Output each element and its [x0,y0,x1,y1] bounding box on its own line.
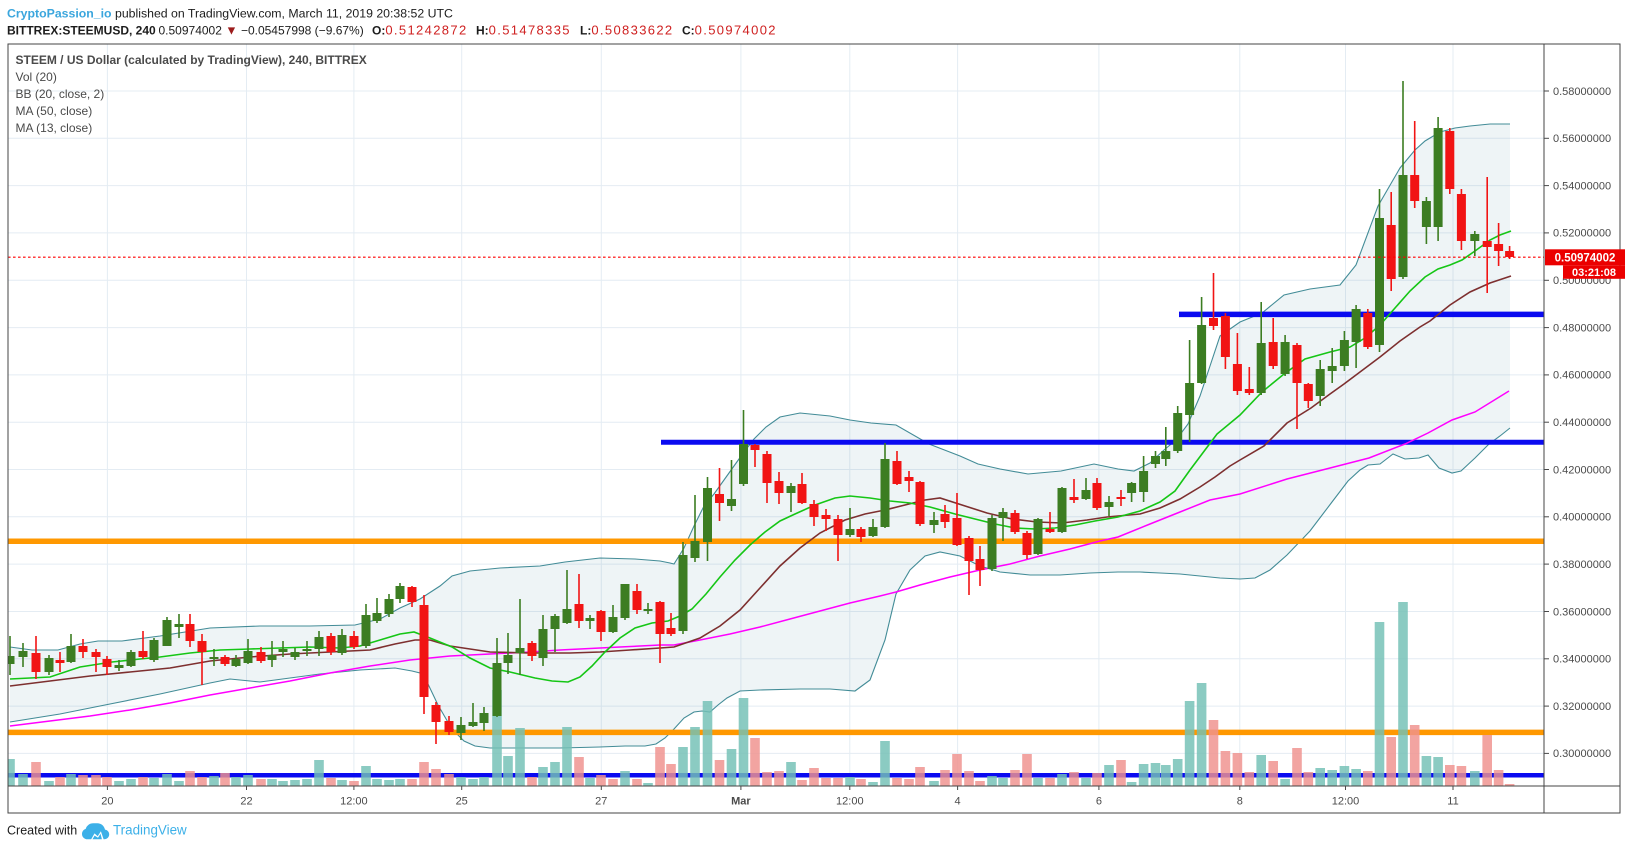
svg-text:12:00: 12:00 [836,796,864,808]
svg-text:0.50974002 ▼ −0.05457998 (−9.6: 0.50974002 ▼ −0.05457998 (−9.67%) [159,24,364,38]
svg-text:0.30000000: 0.30000000 [1553,748,1611,760]
svg-text:TradingView: TradingView [113,823,187,838]
svg-text:MA (50, close): MA (50, close) [16,104,93,118]
svg-text:Vol (20): Vol (20) [16,70,57,84]
svg-text:22: 22 [240,796,252,808]
svg-text:C:0.50974002: C:0.50974002 [682,23,777,38]
svg-text:0.50974002: 0.50974002 [1555,252,1616,264]
svg-text:MA (13, close): MA (13, close) [16,121,93,135]
svg-text:8: 8 [1237,796,1243,808]
svg-text:BITTREX:STEEMUSD, 240: BITTREX:STEEMUSD, 240 [7,24,156,38]
svg-text:STEEM / US Dollar (calculated: STEEM / US Dollar (calculated by Trading… [16,53,367,67]
svg-text:BB (20, close, 2): BB (20, close, 2) [16,87,105,101]
svg-text:0.32000000: 0.32000000 [1553,701,1611,713]
svg-text:Mar: Mar [731,796,751,808]
svg-text:0.34000000: 0.34000000 [1553,654,1611,666]
svg-text:0.40000000: 0.40000000 [1553,512,1611,524]
svg-text:L:0.50833622: L:0.50833622 [580,23,674,38]
svg-text:CryptoPassion_io published on: CryptoPassion_io published on TradingVie… [7,7,453,21]
svg-text:12:00: 12:00 [340,796,368,808]
svg-text:0.42000000: 0.42000000 [1553,464,1611,476]
svg-text:20: 20 [101,796,113,808]
svg-text:12:00: 12:00 [1332,796,1360,808]
svg-text:H:0.51478335: H:0.51478335 [476,23,571,38]
svg-text:25: 25 [456,796,468,808]
svg-text:Created with: Created with [7,824,77,838]
svg-text:0.38000000: 0.38000000 [1553,559,1611,571]
svg-text:0.44000000: 0.44000000 [1553,417,1611,429]
svg-text:4: 4 [955,796,961,808]
svg-text:6: 6 [1096,796,1102,808]
svg-text:0.56000000: 0.56000000 [1553,133,1611,145]
svg-text:0.54000000: 0.54000000 [1553,180,1611,192]
svg-text:11: 11 [1447,796,1458,808]
svg-text:03:21:08: 03:21:08 [1572,267,1616,279]
svg-text:0.52000000: 0.52000000 [1553,228,1611,240]
svg-text:0.46000000: 0.46000000 [1553,370,1611,382]
svg-text:0.58000000: 0.58000000 [1553,86,1611,98]
svg-text:0.36000000: 0.36000000 [1553,606,1611,618]
svg-text:O:0.51242872: O:0.51242872 [372,23,468,38]
svg-text:27: 27 [595,796,607,808]
svg-text:0.48000000: 0.48000000 [1553,322,1611,334]
